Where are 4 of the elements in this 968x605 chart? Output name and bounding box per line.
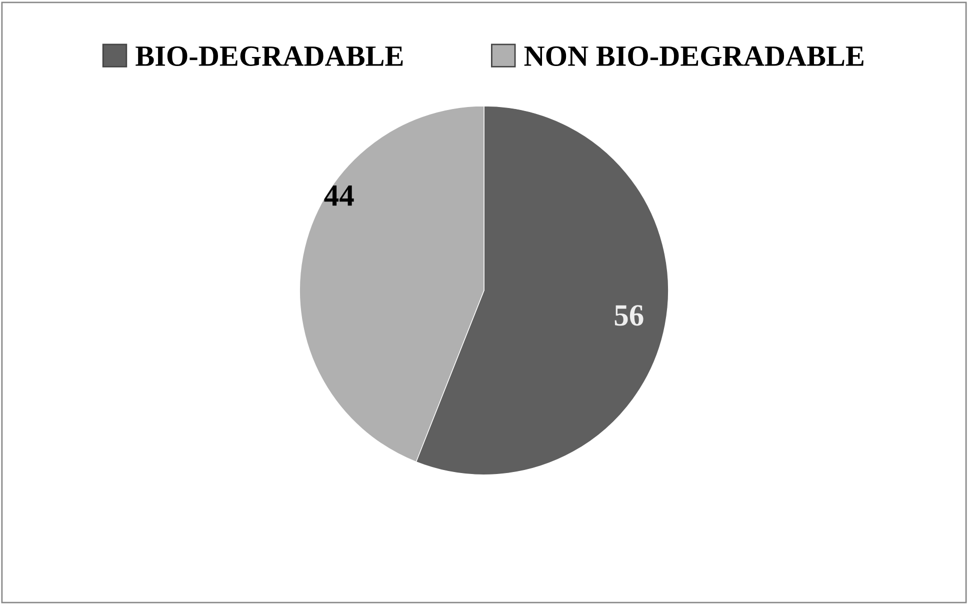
legend-label: BIO-DEGRADABLE [136, 46, 403, 66]
legend-label: NON BIO-DEGRADABLE [524, 46, 864, 66]
data-label: 44 [324, 185, 354, 206]
data-label: 56 [614, 305, 644, 326]
